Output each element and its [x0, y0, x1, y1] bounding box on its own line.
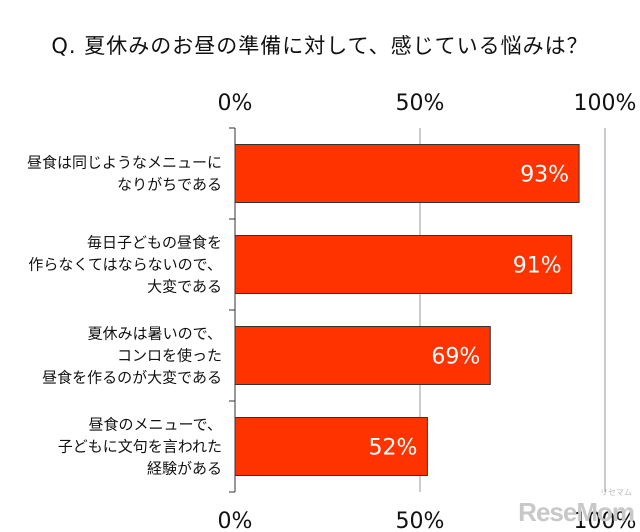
- bar: [234, 235, 573, 294]
- category-label: 毎日子どもの昼食を: [87, 234, 222, 252]
- watermark-subtext: リセマム: [600, 488, 632, 497]
- x-tick-label-bottom: 100%: [574, 509, 637, 532]
- x-tick-label-bottom: 50%: [396, 509, 445, 532]
- bar: [234, 144, 580, 203]
- category-label: 昼食は同じようなメニューに: [27, 154, 222, 172]
- category-label: コンロを使った: [117, 347, 222, 365]
- x-tick-label-bottom: 0%: [218, 509, 253, 532]
- bar-value-label: 91%: [513, 254, 562, 279]
- chart-title: Q. 夏休みのお昼の準備に対して、感じている悩みは？: [51, 34, 589, 58]
- resemom-watermark-logo: ReseMom リセマム: [518, 488, 635, 528]
- category-label: 昼食を作るのが大変である: [42, 369, 222, 387]
- bar-value-label: 93%: [520, 163, 569, 188]
- watermark-text: ReseMom: [518, 497, 635, 527]
- x-tick-label-top: 50%: [396, 91, 445, 116]
- category-label: 大変である: [147, 278, 222, 296]
- category-label: なりがちである: [117, 176, 222, 194]
- x-tick-label-top: 100%: [574, 91, 637, 116]
- category-label: 子どもに文句を言われた: [58, 438, 222, 456]
- bar: [234, 326, 491, 385]
- bar: [234, 417, 428, 476]
- category-label: 作らなくてはならないので、: [28, 256, 222, 274]
- bar-value-label: 52%: [368, 436, 417, 461]
- bar-value-label: 69%: [431, 345, 480, 370]
- x-tick-label-top: 0%: [218, 91, 253, 116]
- category-label: 昼食のメニューで、: [88, 416, 222, 434]
- category-label: 夏休みは暑いので、: [88, 325, 222, 343]
- category-label: 経験がある: [147, 460, 222, 478]
